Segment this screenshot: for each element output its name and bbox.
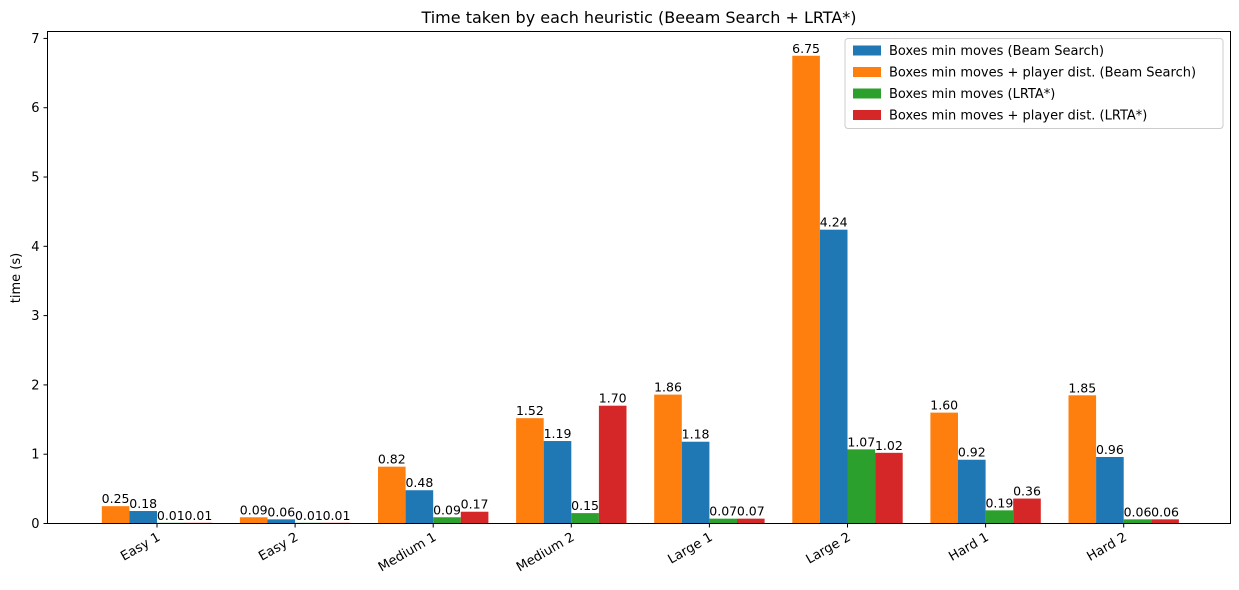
bar-medium-2-s1 bbox=[516, 418, 544, 524]
data-label: 0.19 bbox=[985, 495, 1013, 510]
bar-easy-1-s0 bbox=[129, 511, 157, 524]
data-label: 0.15 bbox=[571, 498, 599, 513]
data-label: 1.18 bbox=[682, 427, 710, 442]
bar-easy-1-s1 bbox=[101, 506, 130, 524]
bar-medium-2-s3 bbox=[598, 405, 627, 524]
data-label: 1.02 bbox=[875, 438, 903, 453]
legend-swatch bbox=[853, 110, 881, 120]
bar-hard-1-s0 bbox=[958, 459, 986, 524]
y-axis: 0 1 2 3 4 5 6 7 bbox=[31, 32, 48, 532]
data-label: 1.70 bbox=[599, 391, 627, 406]
y-tick-label: 7 bbox=[31, 32, 39, 47]
bar-hard-1-s3 bbox=[1013, 498, 1041, 524]
data-label: 1.60 bbox=[930, 398, 958, 413]
data-label: 0.01 bbox=[295, 508, 323, 523]
y-tick-label: 0 bbox=[31, 517, 39, 532]
bar-medium-1-s0 bbox=[405, 490, 434, 524]
legend-entry: Boxes min moves (LRTA*) bbox=[889, 87, 1055, 102]
y-tick-label: 3 bbox=[31, 309, 39, 324]
bar-medium-1-s2 bbox=[433, 517, 461, 524]
data-label: 0.09 bbox=[240, 502, 268, 517]
data-label: 0.07 bbox=[737, 504, 765, 519]
legend: Boxes min moves (Beam Search) Boxes min m… bbox=[844, 38, 1224, 129]
bar-large-2-s2 bbox=[847, 449, 876, 524]
bar-hard-2-s0 bbox=[1096, 456, 1124, 524]
bar-medium-1-s1 bbox=[378, 466, 406, 524]
legend-entry: Boxes min moves (Beam Search) bbox=[889, 44, 1104, 59]
data-label: 1.85 bbox=[1068, 380, 1096, 395]
data-label: 0.06 bbox=[267, 504, 295, 519]
bar-large-2-s3 bbox=[875, 452, 903, 524]
legend-entry: Boxes min moves + player dist. (Beam Sea… bbox=[889, 66, 1196, 81]
x-axis: Easy 1 Easy 2 Medium 1 Medium 2 Large 1 Large… bbox=[118, 523, 1130, 575]
data-label: 0.36 bbox=[1013, 484, 1041, 499]
plot-frame bbox=[47, 31, 1231, 524]
bar-medium-2-s0 bbox=[543, 441, 572, 524]
y-tick-label: 6 bbox=[31, 101, 39, 116]
bar-medium-1-s3 bbox=[460, 511, 489, 524]
data-label: 0.06 bbox=[1151, 504, 1179, 519]
bar-hard-1-s1 bbox=[930, 412, 958, 524]
y-axis-label: time (s) bbox=[9, 253, 24, 303]
y-tick-label: 2 bbox=[31, 378, 39, 393]
data-label: 0.01 bbox=[157, 508, 185, 523]
bar-hard-1-s2 bbox=[985, 510, 1014, 524]
bar-hard-2-s2 bbox=[1123, 519, 1152, 524]
legend-box bbox=[844, 38, 1224, 129]
legend-swatch bbox=[853, 67, 881, 77]
chart-title: Time taken by each heuristic (Beeam Sear… bbox=[420, 8, 856, 27]
data-label: 0.17 bbox=[461, 497, 489, 512]
bar-hard-2-s1 bbox=[1068, 395, 1097, 524]
x-tick-label: Easy 2 bbox=[256, 530, 301, 565]
data-labels-group: 0.25 0.180.01 0.01 0.09 0.06 0.01 0.010.820.48… bbox=[102, 41, 1179, 523]
data-label: 0.25 bbox=[102, 491, 130, 506]
legend-swatch bbox=[853, 88, 881, 99]
data-label: 0.18 bbox=[129, 496, 157, 511]
data-label: 0.96 bbox=[1096, 442, 1124, 457]
data-label: 0.48 bbox=[405, 475, 433, 490]
y-tick-label: 1 bbox=[31, 448, 39, 463]
y-tick-label: 4 bbox=[31, 240, 39, 255]
bar-hard-2-s3 bbox=[1151, 519, 1179, 524]
bar-easy-2-s1 bbox=[239, 517, 268, 524]
data-label: 0.92 bbox=[958, 445, 986, 460]
data-label: 0.07 bbox=[709, 504, 737, 519]
bar-large-1-s0 bbox=[681, 441, 710, 524]
x-tick-label: Medium 1 bbox=[376, 530, 439, 575]
data-label: 1.07 bbox=[847, 434, 875, 449]
bar-large-1-s3 bbox=[737, 518, 765, 524]
data-label: 1.86 bbox=[654, 380, 682, 395]
data-label: 0.06 bbox=[1124, 504, 1152, 519]
bar-medium-2-s2 bbox=[571, 513, 599, 524]
x-tick-label: Easy 1 bbox=[118, 530, 163, 565]
legend-entry: Boxes min moves + player dist. (LRTA*) bbox=[889, 109, 1147, 124]
x-tick-label: Medium 2 bbox=[514, 530, 577, 575]
data-label: 0.82 bbox=[378, 452, 406, 467]
x-tick-label: Hard 1 bbox=[946, 530, 991, 565]
y-tick-label: 5 bbox=[31, 171, 39, 186]
bar-large-1-s2 bbox=[709, 518, 737, 524]
data-label: 4.24 bbox=[820, 215, 848, 230]
data-label: 1.52 bbox=[516, 403, 544, 418]
x-tick-label: Hard 2 bbox=[1085, 530, 1130, 565]
legend-swatch bbox=[853, 45, 881, 56]
data-label: 6.75 bbox=[792, 41, 820, 56]
bar-large-1-s1 bbox=[654, 394, 682, 524]
bar-large-2-s1 bbox=[792, 55, 820, 524]
bar-large-2-s0 bbox=[819, 229, 848, 524]
data-label: 0.01 bbox=[184, 508, 212, 523]
data-label: 1.19 bbox=[544, 426, 572, 441]
data-label: 0.09 bbox=[433, 502, 461, 517]
bars-group bbox=[101, 55, 1179, 524]
data-label: 0.01 bbox=[323, 508, 351, 523]
x-tick-label: Large 2 bbox=[804, 530, 854, 567]
bar-easy-2-s0 bbox=[267, 519, 296, 524]
x-tick-label: Large 1 bbox=[665, 530, 715, 567]
